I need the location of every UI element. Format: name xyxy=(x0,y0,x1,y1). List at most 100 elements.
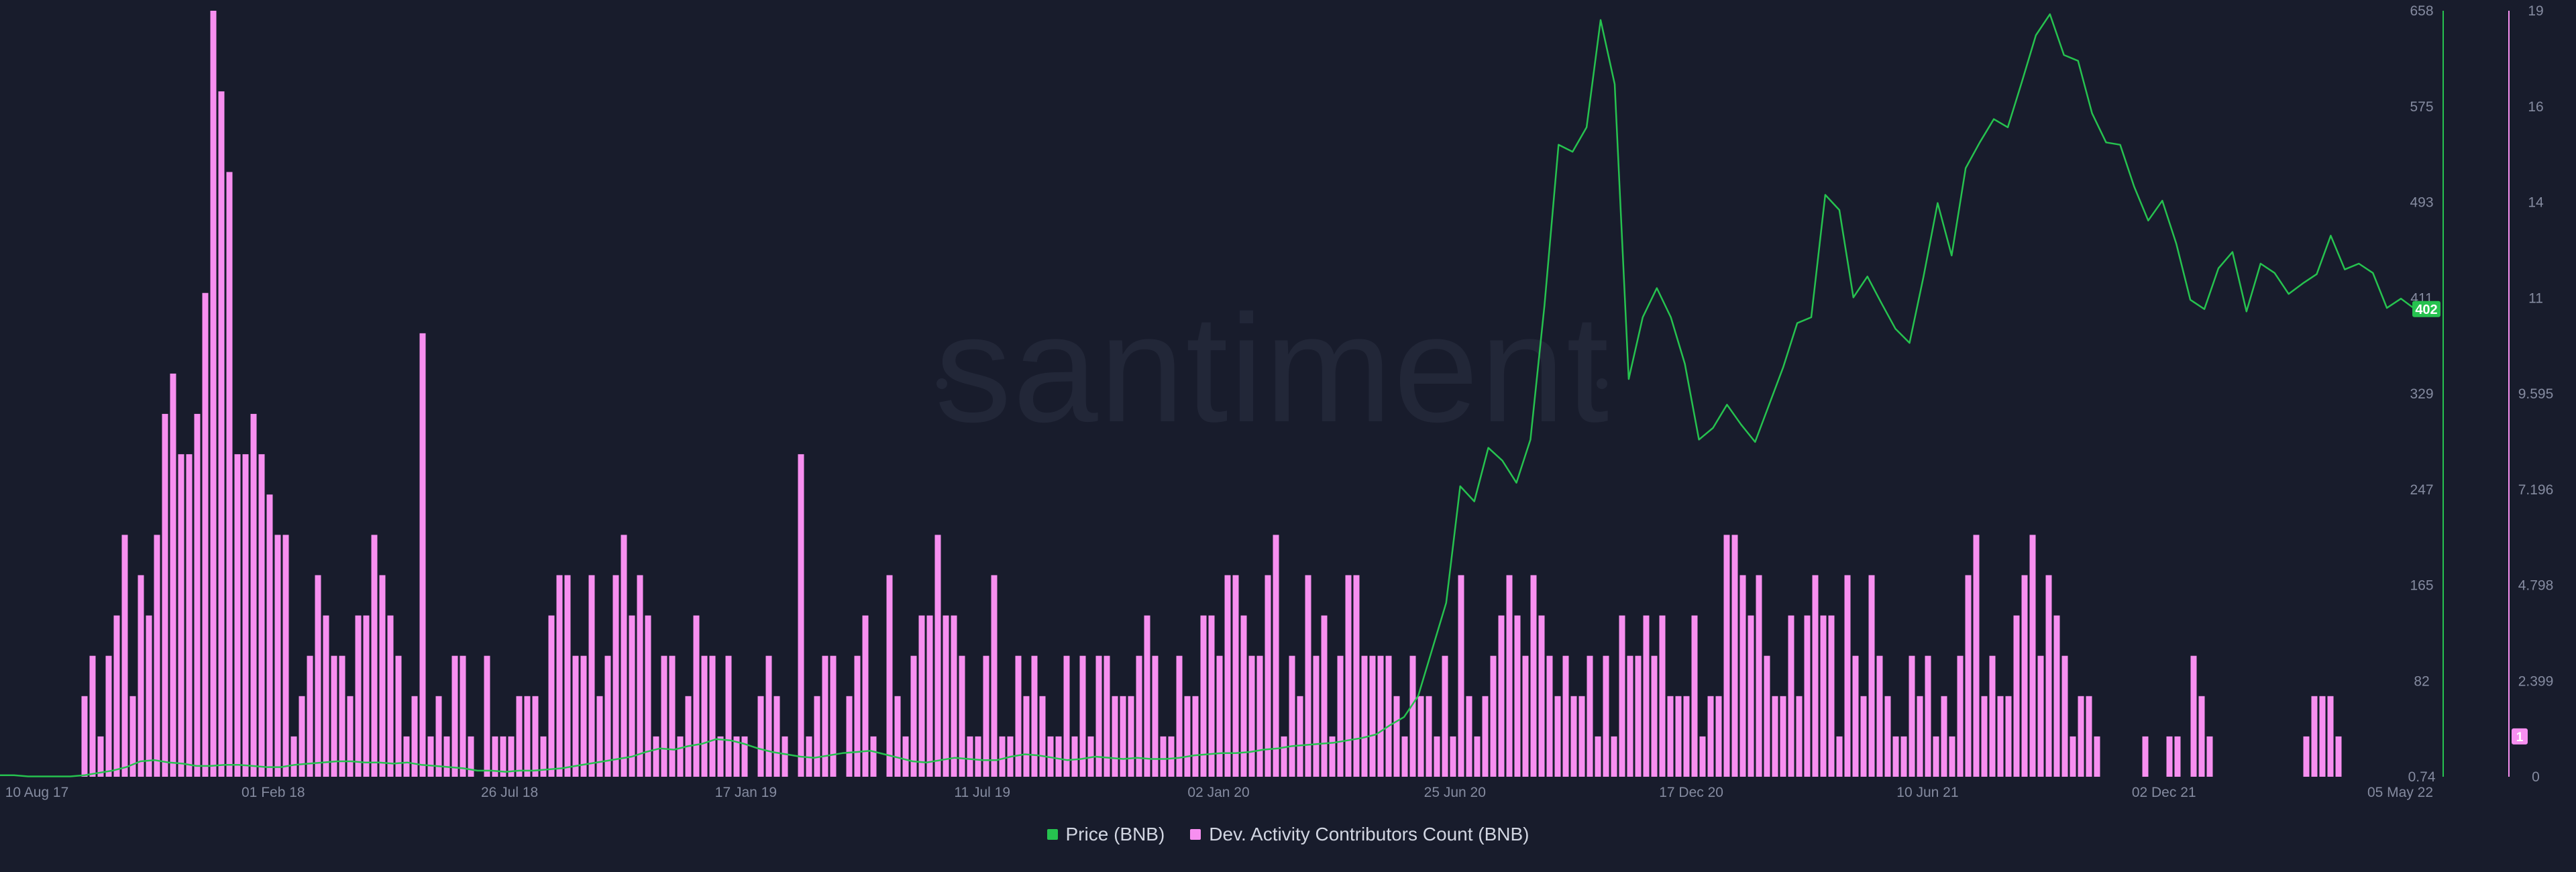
contributors-bar xyxy=(709,655,716,777)
contributors-bar xyxy=(113,615,120,777)
contributors-bar xyxy=(484,655,490,777)
contributors-bar xyxy=(1055,736,1062,777)
contributors-bar xyxy=(822,655,828,777)
contributors-bar xyxy=(765,655,772,777)
contributors-bar xyxy=(717,736,724,777)
contributors-bar xyxy=(1764,655,1770,777)
contributors-bar xyxy=(612,575,619,777)
contributors-bar xyxy=(1570,696,1577,777)
contributors-bar xyxy=(1152,655,1159,777)
contributors-bar xyxy=(1168,736,1175,777)
price-current-badge xyxy=(2412,301,2440,317)
contributors-bar xyxy=(2327,696,2334,777)
contributors-bar xyxy=(1546,655,1553,777)
contributors-bar xyxy=(1860,696,1867,777)
contributors-bar xyxy=(846,696,853,777)
contributors-bar xyxy=(154,535,160,777)
contributors-bar xyxy=(1868,575,1875,777)
contributors-bar xyxy=(1281,736,1287,777)
contributors-bar xyxy=(1949,736,1955,777)
contributors-bar xyxy=(1796,696,1803,777)
contributors-bar xyxy=(210,11,217,777)
contributors-bar xyxy=(1997,696,2004,777)
x-tick-label: 17 Jan 19 xyxy=(715,785,777,800)
contributors-bar xyxy=(282,535,289,777)
contributors-tick-label: 14 xyxy=(2528,195,2544,211)
contributors-bar xyxy=(202,292,209,777)
contributors-bar xyxy=(1836,736,1843,777)
contributors-bar xyxy=(540,736,547,777)
contributors-bar xyxy=(1989,655,1996,777)
price-current-value: 402 xyxy=(2415,303,2437,317)
price-tick-label: 658 xyxy=(2410,3,2433,19)
contributors-bar xyxy=(1651,655,1658,777)
contributors-bar xyxy=(1739,575,1746,777)
contributors-bar xyxy=(1981,696,1988,777)
contributors-bar xyxy=(492,736,498,777)
contributors-bar xyxy=(427,736,434,777)
contributors-bar xyxy=(1136,655,1142,777)
contributors-bar xyxy=(2166,736,2173,777)
contributors-bar xyxy=(1248,655,1255,777)
contributors-tick-label: 7.196 xyxy=(2518,482,2554,498)
contributors-bar xyxy=(854,655,861,777)
contributors-bar xyxy=(1200,615,1207,777)
contributors-bar xyxy=(2029,535,2036,777)
contributors-bar xyxy=(1748,615,1754,777)
contributors-bar xyxy=(1804,615,1811,777)
contributors-bar xyxy=(1788,615,1794,777)
contributors-bar xyxy=(1240,615,1247,777)
contributors-bar xyxy=(983,655,989,777)
contributors-bar xyxy=(1812,575,1819,777)
x-tick-label: 01 Feb 18 xyxy=(241,785,305,800)
contributors-bar xyxy=(653,736,659,777)
contributors-bar xyxy=(1973,535,1980,777)
contributors-bar xyxy=(1289,655,1295,777)
contributors-bar xyxy=(266,494,273,777)
legend-item-contributors[interactable]: Dev. Activity Contributors Count (BNB) xyxy=(1190,824,1529,845)
contributors-bar xyxy=(782,736,788,777)
contributors-bar xyxy=(1892,736,1899,777)
contributors-bar xyxy=(2094,736,2100,777)
contributors-bar xyxy=(564,575,571,777)
contributors-bar xyxy=(1458,575,1464,777)
contributors-bar xyxy=(500,736,506,777)
contributors-bar xyxy=(1192,696,1199,777)
contributors-bar xyxy=(2021,575,2028,777)
watermark-dot-left xyxy=(936,378,947,389)
x-tick-label: 10 Jun 21 xyxy=(1896,785,1958,800)
contributors-bar xyxy=(1514,615,1521,777)
contributors-bar xyxy=(1385,655,1392,777)
contributors-bar xyxy=(1538,615,1545,777)
contributors-bar xyxy=(1224,575,1231,777)
contributors-bar xyxy=(146,615,152,777)
contributors-bar xyxy=(178,454,184,777)
contributors-bar xyxy=(596,696,603,777)
contributors-bar xyxy=(2078,696,2084,777)
contributors-bar xyxy=(1941,696,1947,777)
price-tick-label: 247 xyxy=(2410,482,2433,498)
contributors-tick-label: 2.399 xyxy=(2518,673,2554,689)
price-tick-label: 575 xyxy=(2410,99,2433,115)
contributors-bar xyxy=(830,655,837,777)
contributors-bar xyxy=(379,575,386,777)
contributors-bar xyxy=(725,655,732,777)
contributors-bar xyxy=(1909,655,1915,777)
contributors-bar xyxy=(967,736,973,777)
contributors-bar xyxy=(2303,736,2310,777)
legend-item-price[interactable]: Price (BNB) xyxy=(1046,824,1165,845)
contributors-bar xyxy=(629,615,635,777)
contributors-bar xyxy=(975,736,981,777)
contributors-bar xyxy=(1112,696,1118,777)
contributors-bar xyxy=(621,535,627,777)
contributors-bar xyxy=(572,655,579,777)
contributors-bar xyxy=(250,414,257,777)
contributors-bar xyxy=(387,615,394,777)
contributors-bar xyxy=(934,535,941,777)
price-line xyxy=(0,13,2416,777)
contributors-bar xyxy=(1337,655,1344,777)
contributors-bar xyxy=(226,172,233,777)
contributors-bar xyxy=(1393,696,1400,777)
contributors-bar xyxy=(1176,655,1183,777)
